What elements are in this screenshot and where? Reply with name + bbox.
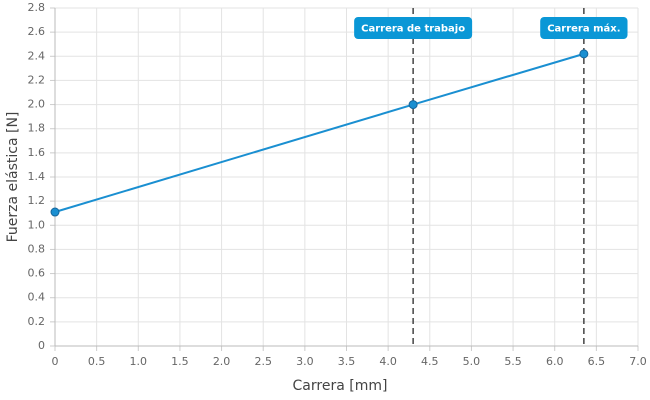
y-tick-label: 0.8 bbox=[28, 242, 46, 255]
y-tick-label: 2.6 bbox=[28, 25, 46, 38]
x-tick-label: 4.0 bbox=[379, 355, 397, 368]
data-point bbox=[579, 49, 589, 59]
annotation-label: Carrera de trabajo bbox=[361, 24, 465, 35]
x-tick-label: 0.5 bbox=[88, 355, 106, 368]
y-tick-label: 0.2 bbox=[28, 315, 46, 328]
x-tick-label: 1.5 bbox=[171, 355, 189, 368]
y-tick-label: 1.4 bbox=[28, 170, 46, 183]
x-tick-label: 0 bbox=[52, 355, 59, 368]
x-tick-label: 4.5 bbox=[421, 355, 439, 368]
y-tick-label: 1.6 bbox=[28, 146, 46, 159]
data-point bbox=[50, 207, 60, 217]
x-axis-label: Carrera [mm] bbox=[293, 378, 388, 394]
y-tick-label: 2.8 bbox=[28, 1, 46, 14]
x-tick-label: 2.0 bbox=[213, 355, 231, 368]
x-tick-label: 2.5 bbox=[254, 355, 272, 368]
y-axis-label: Fuerza elástica [N] bbox=[5, 112, 21, 243]
series-line bbox=[54, 52, 585, 213]
x-tick-label: 1.0 bbox=[130, 355, 148, 368]
x-tick-label: 7.0 bbox=[629, 355, 647, 368]
y-tick-label: 2.4 bbox=[28, 49, 46, 62]
annotation-box bbox=[354, 17, 473, 39]
x-tick-label: 3.0 bbox=[296, 355, 314, 368]
y-tick-label: 0.6 bbox=[28, 267, 46, 280]
data-point bbox=[408, 100, 418, 110]
y-tick-label: 1.2 bbox=[28, 194, 46, 207]
y-tick-label: 1.0 bbox=[28, 218, 46, 231]
y-tick-label: 0 bbox=[38, 339, 45, 352]
y-tick-label: 2.2 bbox=[28, 73, 46, 86]
x-tick-label: 5.5 bbox=[504, 355, 522, 368]
y-tick-label: 1.8 bbox=[28, 122, 46, 135]
annotation-label: Carrera máx. bbox=[547, 23, 620, 35]
annotation-box bbox=[540, 17, 628, 39]
x-tick-label: 5.0 bbox=[463, 355, 481, 368]
x-tick-label: 3.5 bbox=[338, 355, 356, 368]
y-tick-label: 0.4 bbox=[28, 291, 46, 304]
x-tick-label: 6.5 bbox=[588, 355, 606, 368]
y-tick-label: 2.0 bbox=[28, 98, 46, 111]
x-tick-label: 6.0 bbox=[546, 355, 564, 368]
